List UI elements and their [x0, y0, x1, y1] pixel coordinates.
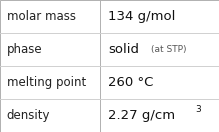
Text: 134 g/mol: 134 g/mol: [108, 10, 176, 23]
Text: (at STP): (at STP): [151, 45, 186, 54]
Text: 2.27 g/cm: 2.27 g/cm: [108, 109, 176, 122]
Text: solid: solid: [108, 43, 140, 56]
Text: density: density: [7, 109, 50, 122]
Text: 3: 3: [195, 105, 201, 114]
Text: 260 °C: 260 °C: [108, 76, 154, 89]
Text: molar mass: molar mass: [7, 10, 76, 23]
Text: phase: phase: [7, 43, 42, 56]
Text: melting point: melting point: [7, 76, 86, 89]
